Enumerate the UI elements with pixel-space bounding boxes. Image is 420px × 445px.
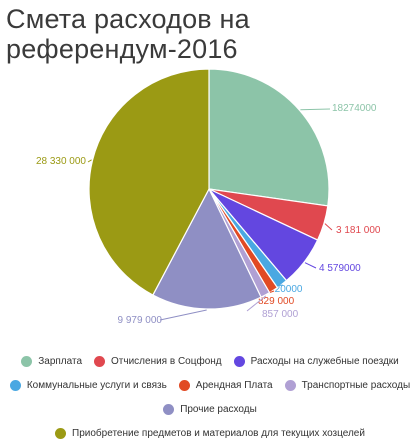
data-label: 9 979 000 (118, 315, 163, 326)
legend-swatch (55, 427, 67, 439)
data-label: 28 330 000 (36, 156, 86, 167)
legend-swatch (163, 403, 175, 415)
pie-slice[interactable] (152, 187, 262, 310)
legend-item-salary[interactable]: Зарплата (21, 355, 83, 367)
legend-item-other[interactable]: Прочие расходы (163, 403, 257, 415)
data-label: 18274000 (332, 103, 377, 114)
legend-item-travel[interactable]: Расходы на служебные поездки (233, 355, 399, 367)
legend-row-4: Приобретение предметов и материалов для … (0, 421, 420, 445)
legend-swatch (178, 379, 190, 391)
legend-label: Отчисления в Соцфонд (111, 355, 222, 367)
leader-line (87, 159, 92, 163)
legend-swatch (9, 379, 21, 391)
data-label: 857 000 (262, 309, 299, 320)
pie-slice[interactable] (208, 68, 330, 207)
chart-title: Смета расходов на референдум-2016 (6, 4, 250, 64)
legend-label: Прочие расходы (180, 403, 257, 415)
legend-swatch (284, 379, 296, 391)
legend-item-rent[interactable]: Арендная Плата (178, 379, 273, 391)
legend-label: Зарплата (38, 355, 83, 367)
legend-item-utilities[interactable]: Коммунальные услуги и связь (9, 379, 167, 391)
legend-row-1: Зарплата Отчисления в Соцфонд Расходы на… (0, 349, 420, 373)
leader-line (246, 295, 267, 312)
legend: Зарплата Отчисления в Соцфонд Расходы на… (0, 349, 420, 445)
legend-swatch (94, 355, 106, 367)
leader-line (159, 309, 207, 321)
data-label: 829 000 (258, 296, 295, 307)
legend-label: Транспортные расходы (301, 379, 411, 391)
legend-swatch (21, 355, 33, 367)
legend-row-2: Коммунальные услуги и связь Арендная Пла… (0, 373, 420, 397)
legend-label: Приобретение предметов и материалов для … (72, 427, 365, 439)
data-label: 4 579000 (319, 263, 361, 274)
data-label: 1 0 20000 (258, 284, 303, 295)
pie-slice[interactable] (88, 68, 210, 296)
legend-item-materials[interactable]: Приобретение предметов и материалов для … (55, 427, 365, 439)
data-label: 3 181 000 (336, 225, 381, 236)
legend-label: Арендная Плата (195, 379, 273, 391)
leader-line (304, 262, 317, 269)
legend-item-social-fund[interactable]: Отчисления в Соцфонд (94, 355, 222, 367)
legend-row-3: Прочие расходы (0, 397, 420, 421)
leader-line (324, 223, 333, 231)
legend-label: Расходы на служебные поездки (250, 355, 399, 367)
legend-label: Коммунальные услуги и связь (26, 379, 167, 391)
legend-swatch (233, 355, 245, 367)
chart-card: Смета расходов на референдум-2016 182740… (6, 4, 410, 439)
leader-line (300, 108, 331, 111)
legend-item-transport[interactable]: Транспортные расходы (284, 379, 411, 391)
